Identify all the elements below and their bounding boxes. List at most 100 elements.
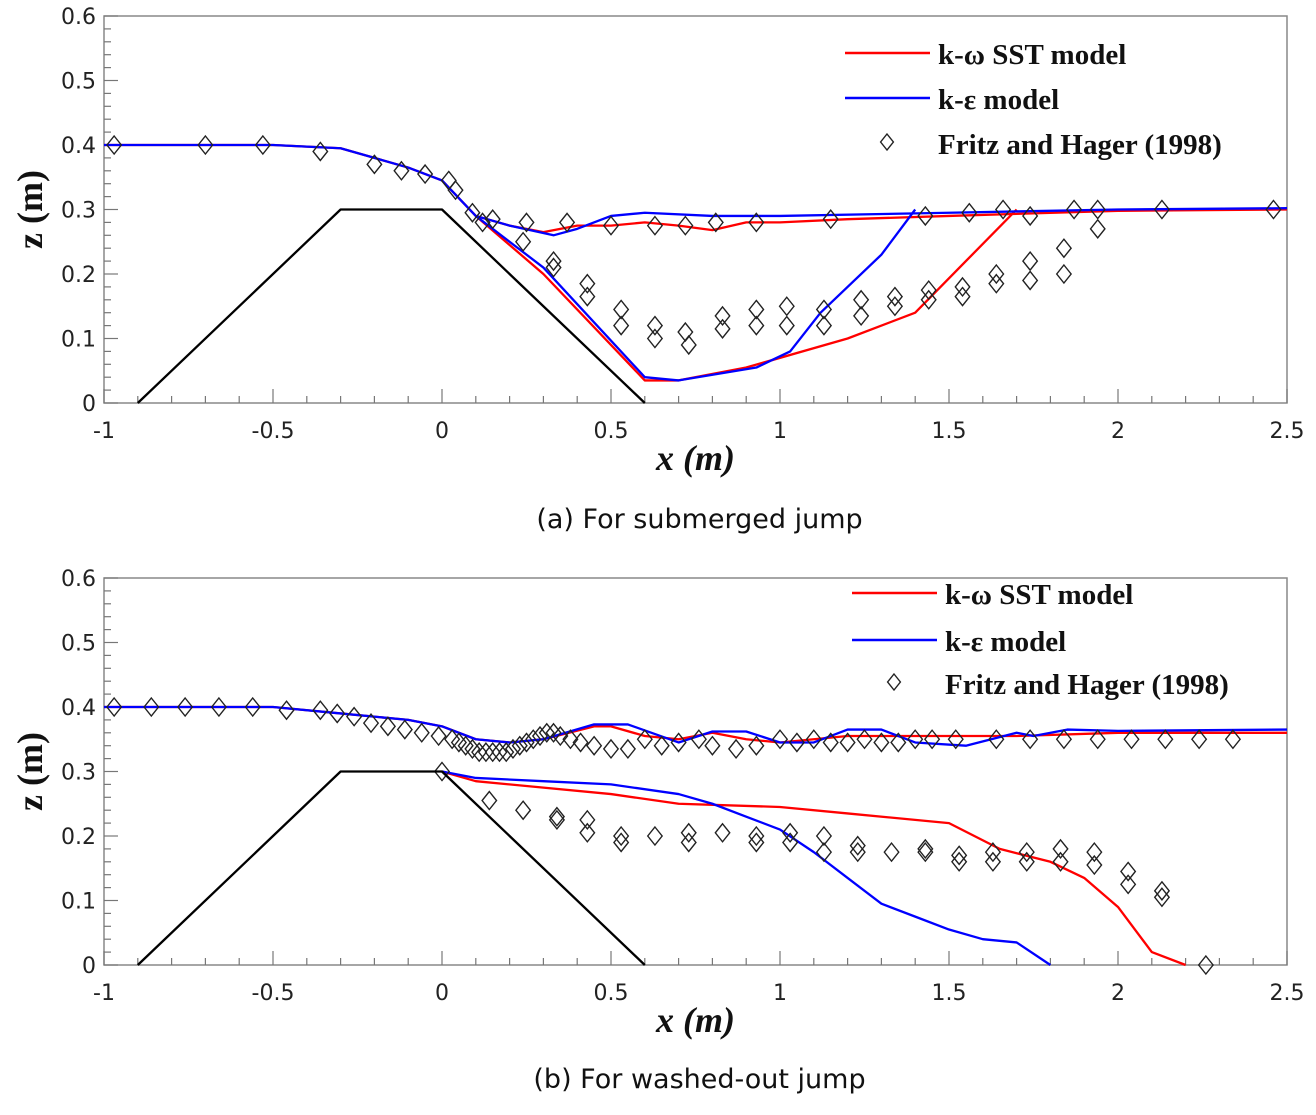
data-point-diamond [346,706,363,727]
data-point-diamond [815,299,833,320]
data-point-diamond [579,822,596,843]
data-point-diamond [393,160,410,181]
data-point-diamond [646,215,664,236]
data-point-diamond [1265,199,1282,220]
data-point-diamond [727,738,745,760]
data-point-diamond [920,280,937,301]
data-point-diamond [602,738,620,760]
data-point-diamond [883,842,900,863]
data-point-diamond [531,725,549,747]
data-point-diamond [329,703,346,724]
legend-swatch-diamond [879,132,895,152]
data-point-diamond [1191,729,1208,750]
data-point-diamond [254,134,271,156]
y-tick-label: 0 [82,954,96,979]
chart-panel-b: -1 -0.5 0 0.5 1 1.5 2 2.5 0 0.1 0.2 0.3 0.4 0.5 0.6 x (… [10,567,1305,1095]
legend-label: Fritz and Hager (1998) [938,129,1222,161]
data-point-diamond [873,732,890,753]
data-point-diamond [613,315,630,336]
x-tick-label: -1 [93,981,115,1006]
data-point-diamond [748,212,765,233]
data-point-diamond [1086,854,1103,876]
data-point-diamond [748,825,765,847]
y-tick-label: 0.1 [61,328,96,353]
data-point-diamond [471,742,488,763]
data-point-diamond [197,134,214,156]
series-line-0 [441,770,1187,967]
data-point-diamond [1224,729,1242,750]
data-point-diamond [822,209,839,230]
data-point-diamond [1123,729,1140,750]
data-point-diamond [782,832,799,853]
data-point-diamond [788,732,805,753]
data-point-diamond [748,832,765,853]
data-point-diamond [1052,838,1069,860]
data-point-diamond [646,315,664,336]
x-tick-label: 2 [1111,419,1125,444]
data-point-diamond [646,328,664,349]
data-point-diamond [579,809,596,830]
x-tick-label: 2 [1111,981,1125,1006]
data-point-diamond [924,729,941,750]
data-point-diamond [1022,270,1039,291]
data-point-diamond [1022,250,1039,272]
bed-profile-line [137,770,646,966]
legend-swatch-diamond [886,672,902,692]
data-point-diamond [474,212,491,233]
data-point-diamond [984,851,1002,872]
data-point-diamond [670,732,687,753]
data-point-diamond [839,732,856,753]
data-point-diamond [947,729,964,750]
data-point-diamond [106,134,123,156]
data-point-diamond [586,735,603,756]
series-line-1 [475,208,917,382]
x-axis-label: x (m) [655,438,735,478]
data-point-diamond [886,286,904,307]
x-tick-label: -0.5 [252,981,295,1006]
legend-label: k-ε model [945,626,1066,658]
data-point-diamond [748,299,765,320]
data-point-diamond [619,738,636,760]
data-point-diamond [1157,729,1174,750]
legend-label: k-ω SST model [938,39,1126,71]
chart-caption: (a) For submerged jump [536,504,862,535]
data-point-diamond [849,842,866,863]
data-point-diamond [704,735,721,756]
data-point-diamond [312,141,329,162]
data-point-diamond [646,825,664,847]
x-tick-label: -1 [93,419,115,444]
legend-label: k-ε model [938,84,1059,116]
data-point-diamond [815,842,833,863]
data-point-diamond [548,809,566,830]
data-point-diamond [538,722,555,743]
data-point-diamond [1055,263,1073,285]
data-point-diamond [680,334,697,356]
y-tick-label: 0.6 [61,567,96,592]
data-point-diamond [545,257,562,278]
data-point-diamond [890,732,907,753]
data-point-diamond [1120,874,1137,895]
series-line-1 [104,705,1288,747]
data-point-diamond [680,822,697,843]
data-point-diamond [579,286,596,307]
y-tick-label: 0 [82,392,96,417]
data-point-diamond [552,725,569,747]
data-point-diamond [849,835,866,856]
x-tick-label: 1 [773,981,787,1006]
data-point-diamond [396,719,413,740]
data-point-diamond [951,845,968,866]
data-point-diamond [1055,238,1073,259]
x-tick-label: 1.5 [932,981,967,1006]
plot-frame [103,577,1288,966]
data-point-diamond [1065,199,1083,220]
x-tick-label: 0.5 [594,981,629,1006]
data-point-diamond [1197,954,1214,976]
data-point-diamond [822,732,839,753]
data-point-diamond [504,738,522,760]
data-point-diamond [210,696,228,718]
data-point-diamond [312,700,329,721]
data-point-diamond [562,729,579,750]
y-axis-label: z (m) [10,170,50,249]
data-point-diamond [690,729,707,750]
data-point-diamond [518,732,535,753]
